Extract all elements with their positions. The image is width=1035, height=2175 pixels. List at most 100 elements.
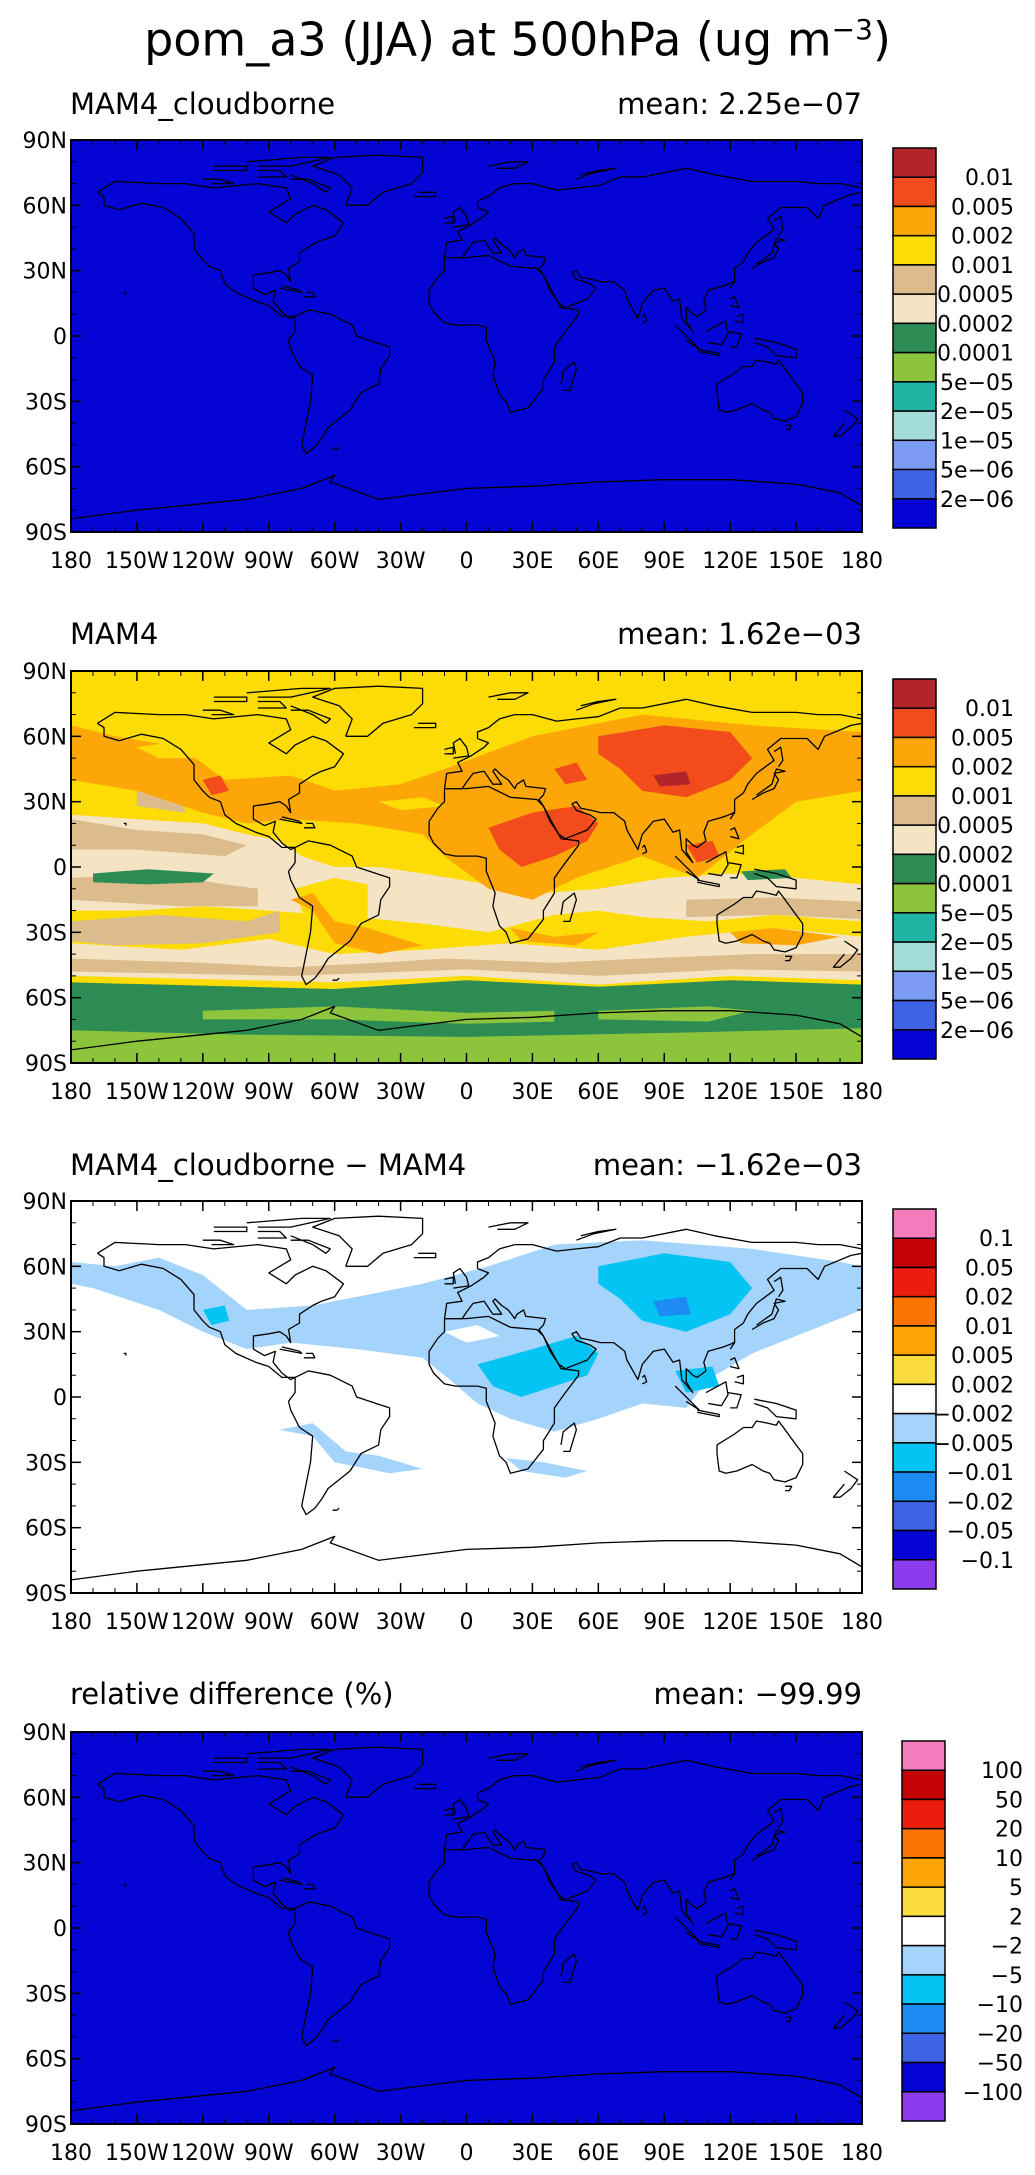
colorbar-swatch bbox=[892, 176, 937, 208]
coastline bbox=[754, 1398, 797, 1420]
colorbar-label: 2e−06 bbox=[940, 488, 1014, 513]
coastline bbox=[716, 1420, 804, 1483]
colorbar-swatch bbox=[901, 2032, 946, 2064]
coastline bbox=[123, 291, 127, 295]
coastline bbox=[773, 215, 784, 237]
map-panel-3: 180 150W 120W 90W 60W 30W 0 30E 60E 90E 120E 150E 18… bbox=[23, 1190, 883, 1635]
coastline bbox=[279, 816, 303, 825]
colorbar-label: 0.0005 bbox=[937, 283, 1014, 308]
colorbar-label: 5e−05 bbox=[940, 902, 1014, 927]
coastline bbox=[413, 722, 437, 729]
contour-region bbox=[93, 869, 214, 885]
contour-region bbox=[71, 980, 862, 1037]
colorbar-label: −100 bbox=[963, 2081, 1023, 2106]
x-tick-label: 180 bbox=[50, 549, 92, 574]
colorbar-label: 0.005 bbox=[951, 195, 1014, 220]
coastline bbox=[727, 1391, 742, 1409]
coastline bbox=[452, 1798, 470, 1820]
colorbar-label: 0.0001 bbox=[937, 873, 1014, 898]
colorbar-swatch bbox=[892, 912, 937, 943]
coastline bbox=[71, 474, 862, 520]
x-tick-label: 60E bbox=[577, 1080, 619, 1105]
colorbar-swatch bbox=[901, 1769, 946, 1801]
coastline bbox=[727, 330, 742, 348]
coastline bbox=[290, 1235, 331, 1254]
y-tick-label: 60S bbox=[25, 456, 67, 481]
x-tick-label: 30E bbox=[511, 1610, 553, 1635]
x-tick-label: 120E bbox=[702, 2141, 758, 2166]
coastline bbox=[641, 844, 648, 855]
coastline bbox=[785, 955, 793, 962]
x-tick-label: 90W bbox=[244, 549, 294, 574]
coastline bbox=[97, 1241, 345, 1381]
colorbar-label: 0.01 bbox=[965, 697, 1014, 722]
colorbar-label: 0.002 bbox=[951, 225, 1014, 250]
x-tick-label: 120E bbox=[702, 1080, 758, 1105]
coastline bbox=[488, 1753, 529, 1761]
colorbar-label: −0.002 bbox=[933, 1403, 1014, 1428]
contour-region bbox=[488, 806, 599, 867]
coastline bbox=[332, 1507, 340, 1511]
coastline bbox=[312, 154, 424, 206]
colorbar-label: 0.005 bbox=[951, 726, 1014, 751]
figure-title-end: ) bbox=[872, 12, 891, 67]
x-tick-label: 180 bbox=[841, 1610, 883, 1635]
x-tick-label: 90E bbox=[643, 1610, 685, 1635]
coastlines bbox=[71, 1215, 862, 1581]
colorbar-label: 0.002 bbox=[951, 1373, 1014, 1398]
contour-region bbox=[598, 1253, 753, 1332]
coastline bbox=[716, 359, 804, 422]
coastline bbox=[488, 161, 529, 169]
coastline bbox=[246, 1748, 331, 1759]
contour-region bbox=[71, 814, 862, 933]
coastline bbox=[97, 180, 345, 320]
coastline bbox=[576, 698, 617, 711]
contour-region bbox=[71, 954, 862, 976]
coastline bbox=[560, 892, 578, 923]
colorbar-swatch bbox=[892, 351, 937, 383]
y-tick-label: 30S bbox=[25, 921, 67, 946]
figure-title: pom_a3 (JJA) at 500hPa (ug m−3) bbox=[0, 0, 1035, 69]
coastline bbox=[641, 1905, 648, 1916]
coastline bbox=[312, 1215, 424, 1267]
colorbar-swatch bbox=[892, 264, 937, 295]
coastline bbox=[443, 698, 862, 864]
y-tick-label: 90N bbox=[23, 1190, 67, 1215]
coastline bbox=[697, 348, 720, 357]
coastline bbox=[729, 827, 740, 840]
coastline bbox=[716, 890, 804, 953]
colorbar-label: 0.002 bbox=[951, 756, 1014, 781]
x-tick-label: 0 bbox=[460, 549, 474, 574]
coastline bbox=[287, 309, 391, 455]
colorbar-swatch bbox=[892, 1500, 937, 1532]
colorbar-label: 0.02 bbox=[965, 1286, 1014, 1311]
colorbar-label: 5e−06 bbox=[940, 990, 1014, 1015]
colorbar-swatch bbox=[892, 765, 937, 797]
x-tick-label: 120E bbox=[702, 1610, 758, 1635]
x-tick-label: 150E bbox=[768, 1610, 824, 1635]
colorbar-swatch bbox=[901, 1827, 946, 1859]
map-background bbox=[71, 140, 862, 532]
colorbar-label: 5e−05 bbox=[940, 371, 1014, 396]
colorbar-swatch bbox=[901, 2003, 946, 2035]
coastline bbox=[832, 940, 859, 968]
coastline bbox=[773, 1807, 784, 1829]
y-tick-label: 90N bbox=[23, 1721, 67, 1746]
x-tick-label: 60E bbox=[577, 1610, 619, 1635]
y-tick-label: 30S bbox=[25, 1451, 67, 1476]
coastline bbox=[785, 1485, 793, 1492]
x-tick-label: 60E bbox=[577, 2141, 619, 2166]
coastline bbox=[576, 1228, 617, 1241]
coastline bbox=[71, 1535, 862, 1581]
colorbar-label: 5 bbox=[1009, 1876, 1023, 1901]
colorbar-label: 0.005 bbox=[951, 1344, 1014, 1369]
coastline bbox=[734, 844, 745, 855]
y-tick-label: 60N bbox=[23, 1255, 67, 1280]
coastline bbox=[213, 1226, 248, 1233]
y-tick-label: 90N bbox=[23, 660, 67, 685]
coastline bbox=[832, 1470, 859, 1498]
colorbar-label: −2 bbox=[991, 1935, 1023, 1960]
coastline bbox=[705, 1912, 729, 1938]
colorbar-swatch bbox=[892, 1529, 937, 1561]
colorbar-3: 0.1 0.05 0.02 0.01 0.005 0.002 −0.002 −0.005 −0.… bbox=[892, 1208, 1014, 1590]
